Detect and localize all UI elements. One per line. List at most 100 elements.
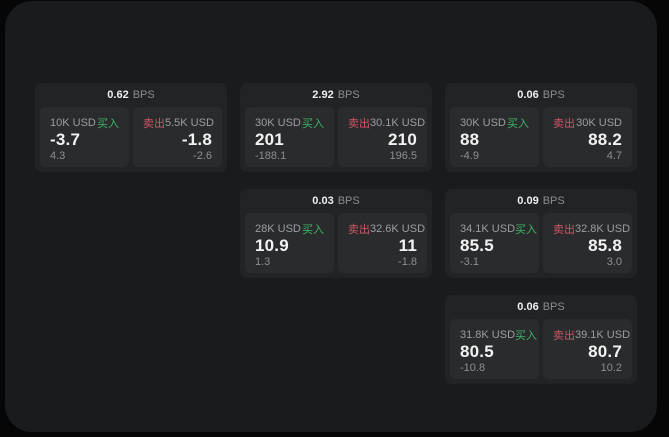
buy-label: 买入 [507,118,529,130]
sell-delta: -1.8 [398,255,417,268]
sell-price: 11 [398,236,417,255]
buy-label: 买入 [302,118,324,130]
buy-label: 买入 [515,224,538,236]
buy-delta: -4.9 [460,149,479,162]
buy-panel[interactable]: 30K USD 买入 201 -188.1 [245,107,334,167]
card-header: 0.09 BPS [450,189,632,213]
sell-price: 80.7 [588,342,622,361]
card-header: 0.62 BPS [40,83,222,107]
bps-unit-label: BPS [132,89,155,101]
sell-price: 88.2 [588,130,622,149]
panel-top-row: 卖出 30.1K USD [348,115,425,131]
buy-panel[interactable]: 31.8K USD 买入 80.5 -10.8 [450,319,539,379]
buy-delta: -188.1 [255,149,287,162]
buy-sell-panels: 30K USD 买入 201 -188.1 卖出 30.1K USD 210 1… [245,107,427,167]
buy-delta: 4.3 [50,149,66,162]
sell-label: 卖出 [143,118,165,130]
buy-price: 10.9 [255,236,289,255]
bps-unit-label: BPS [542,195,565,207]
sell-label: 卖出 [553,330,575,342]
bps-value: 0.03 [312,195,334,207]
bps-value: 0.62 [107,89,129,101]
quote-card: 0.62 BPS 10K USD 买入 -3.7 4.3 卖出 [35,83,227,172]
sell-amount: 32.6K USD [370,223,426,235]
bps-unit-label: BPS [542,89,565,101]
card-header: 0.03 BPS [245,189,427,213]
sell-amount: 39.1K USD [575,329,631,341]
bps-value: 0.06 [517,89,539,101]
sell-panel[interactable]: 卖出 30K USD 88.2 4.7 [543,107,632,167]
quote-card: 0.06 BPS 30K USD 买入 88 -4.9 卖出 [445,83,637,172]
bps-unit-label: BPS [542,301,565,313]
quote-card-grid: 0.62 BPS 10K USD 买入 -3.7 4.3 卖出 [35,83,637,384]
sell-price: -1.8 [181,130,212,149]
bps-unit-label: BPS [337,89,360,101]
buy-price: 85.5 [460,236,494,255]
sell-label: 卖出 [553,224,575,236]
buy-panel[interactable]: 10K USD 买入 -3.7 4.3 [40,107,129,167]
buy-label: 买入 [97,118,119,130]
buy-delta: -10.8 [460,361,486,374]
card-header: 2.92 BPS [245,83,427,107]
buy-panel[interactable]: 28K USD 买入 10.9 1.3 [245,213,334,273]
buy-amount: 30K USD [460,117,506,129]
sell-label: 卖出 [553,118,575,130]
sell-amount: 30K USD [576,117,622,129]
sell-panel[interactable]: 卖出 32.8K USD 85.8 3.0 [543,213,632,273]
buy-delta: 1.3 [255,255,271,268]
sell-amount: 30.1K USD [370,117,426,129]
panel-top-row: 卖出 39.1K USD [553,327,630,343]
buy-amount: 28K USD [255,223,301,235]
buy-delta: -3.1 [460,255,479,268]
app-window: 0.62 BPS 10K USD 买入 -3.7 4.3 卖出 [5,1,657,432]
buy-sell-panels: 31.8K USD 买入 80.5 -10.8 卖出 39.1K USD 80.… [450,319,632,379]
buy-amount: 31.8K USD [460,329,516,341]
buy-panel[interactable]: 30K USD 买入 88 -4.9 [450,107,539,167]
sell-panel[interactable]: 卖出 32.6K USD 11 -1.8 [338,213,427,273]
sell-delta: 10.2 [600,361,622,374]
panel-top-row: 卖出 32.8K USD [553,221,630,237]
buy-amount: 10K USD [50,117,96,129]
buy-panel[interactable]: 34.1K USD 买入 85.5 -3.1 [450,213,539,273]
buy-amount: 34.1K USD [460,223,516,235]
buy-sell-panels: 10K USD 买入 -3.7 4.3 卖出 5.5K USD -1.8 -2.… [40,107,222,167]
panel-top-row: 34.1K USD 买入 [460,221,537,237]
buy-label: 买入 [302,224,324,236]
sell-label: 卖出 [348,224,370,236]
sell-delta: 196.5 [389,149,417,162]
sell-price: 210 [388,130,417,149]
sell-panel[interactable]: 卖出 5.5K USD -1.8 -2.6 [133,107,222,167]
quote-card: 0.06 BPS 31.8K USD 买入 80.5 -10.8 卖 [445,295,637,384]
bps-value: 0.09 [517,195,539,207]
panel-top-row: 卖出 5.5K USD [143,115,214,131]
sell-delta: -2.6 [193,149,212,162]
card-header: 0.06 BPS [450,295,632,319]
buy-price: 201 [255,130,284,149]
sell-label: 卖出 [348,118,370,130]
bps-unit-label: BPS [337,195,360,207]
sell-delta: 4.7 [606,149,622,162]
buy-price: 88 [460,130,480,149]
panel-top-row: 31.8K USD 买入 [460,327,537,343]
sell-panel[interactable]: 卖出 30.1K USD 210 196.5 [338,107,427,167]
panel-top-row: 卖出 32.6K USD [348,221,425,237]
buy-sell-panels: 30K USD 买入 88 -4.9 卖出 30K USD 88.2 4.7 [450,107,632,167]
sell-panel[interactable]: 卖出 39.1K USD 80.7 10.2 [543,319,632,379]
buy-amount: 30K USD [255,117,301,129]
panel-top-row: 卖出 30K USD [553,115,622,131]
buy-sell-panels: 28K USD 买入 10.9 1.3 卖出 32.6K USD 11 -1.8 [245,213,427,273]
quote-card: 2.92 BPS 30K USD 买入 201 -188.1 卖出 [240,83,432,172]
panel-top-row: 10K USD 买入 [50,115,119,131]
sell-delta: 3.0 [606,255,622,268]
buy-sell-panels: 34.1K USD 买入 85.5 -3.1 卖出 32.8K USD 85.8… [450,213,632,273]
buy-price: -3.7 [50,130,81,149]
quote-card: 0.03 BPS 28K USD 买入 10.9 1.3 卖出 [240,189,432,278]
panel-top-row: 30K USD 买入 [460,115,529,131]
sell-amount: 32.8K USD [575,223,631,235]
bps-value: 0.06 [517,301,539,313]
card-header: 0.06 BPS [450,83,632,107]
sell-price: 85.8 [588,236,622,255]
panel-top-row: 30K USD 买入 [255,115,324,131]
sell-amount: 5.5K USD [165,117,214,129]
